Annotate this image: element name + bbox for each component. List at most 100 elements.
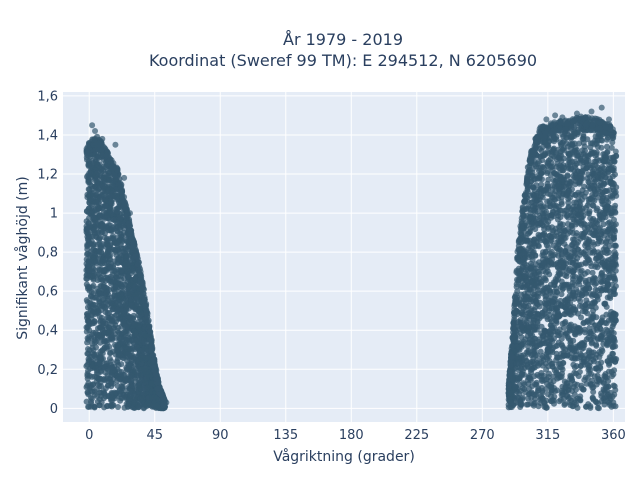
data-point	[573, 386, 579, 393]
data-point	[100, 388, 107, 395]
data-point	[120, 318, 127, 325]
data-point	[121, 198, 128, 205]
data-point	[86, 285, 93, 291]
data-point	[89, 373, 96, 380]
data-point	[123, 306, 130, 313]
data-point	[598, 144, 605, 151]
data-point	[101, 284, 108, 291]
data-points	[83, 104, 620, 412]
data-point	[99, 260, 105, 267]
data-point	[91, 214, 98, 221]
data-point	[588, 263, 595, 270]
data-point	[136, 379, 143, 386]
data-point	[132, 368, 139, 375]
data-point	[93, 386, 100, 393]
data-point	[604, 143, 610, 150]
data-point	[539, 252, 546, 259]
data-point	[573, 241, 580, 248]
data-point	[592, 354, 599, 361]
data-point	[83, 398, 90, 405]
data-point	[115, 404, 121, 410]
data-point	[123, 336, 130, 343]
data-point	[91, 353, 98, 359]
data-point	[108, 199, 115, 205]
data-point	[549, 363, 556, 370]
data-point	[122, 349, 129, 356]
data-point	[92, 171, 99, 178]
data-point	[522, 283, 529, 290]
data-point	[136, 338, 143, 345]
data-point	[590, 389, 597, 395]
data-point	[568, 321, 574, 328]
data-point	[85, 358, 92, 365]
data-point	[108, 193, 115, 199]
data-point	[525, 230, 532, 237]
data-point	[84, 304, 91, 311]
data-point	[576, 191, 583, 198]
data-point	[85, 258, 92, 265]
data-point	[119, 193, 126, 200]
data-point	[102, 203, 109, 210]
data-point	[579, 147, 586, 154]
data-point	[544, 316, 551, 323]
data-point	[103, 345, 110, 352]
data-point	[119, 267, 125, 274]
data-point	[98, 169, 105, 176]
data-point	[604, 148, 611, 155]
data-point	[127, 230, 133, 237]
data-point	[137, 271, 144, 278]
data-point	[127, 378, 134, 385]
data-point	[122, 237, 129, 244]
data-point	[96, 146, 102, 153]
data-point	[111, 268, 118, 275]
data-point	[557, 270, 564, 277]
data-point	[102, 196, 109, 203]
data-point	[89, 233, 96, 240]
data-point	[148, 380, 155, 387]
data-point	[577, 397, 584, 404]
data-point	[560, 344, 567, 351]
data-point	[96, 359, 103, 366]
data-point	[517, 387, 524, 394]
data-point	[125, 273, 131, 280]
data-point	[92, 206, 99, 213]
data-point	[83, 328, 90, 335]
data-point	[151, 366, 158, 373]
data-point	[112, 247, 119, 254]
data-point	[112, 283, 119, 290]
data-point	[96, 402, 103, 409]
data-point	[142, 365, 149, 372]
data-point	[602, 300, 609, 307]
data-point	[139, 279, 146, 286]
data-point	[613, 356, 620, 363]
data-point	[103, 403, 110, 409]
data-point	[512, 293, 519, 300]
data-point	[103, 360, 109, 367]
data-point	[130, 239, 137, 246]
data-point	[109, 317, 116, 324]
data-point	[134, 261, 141, 268]
data-point	[87, 181, 94, 188]
data-point	[90, 381, 97, 388]
data-point	[127, 388, 134, 394]
data-point	[97, 193, 104, 200]
data-point	[605, 332, 612, 339]
data-point	[114, 167, 121, 174]
data-point	[603, 238, 610, 245]
data-point	[554, 216, 561, 223]
data-point	[110, 367, 117, 374]
data-point	[610, 382, 617, 389]
data-point	[116, 376, 123, 382]
data-point	[148, 343, 155, 350]
data-point	[128, 296, 135, 303]
data-point	[117, 335, 124, 342]
data-point	[87, 293, 94, 299]
data-point	[91, 177, 98, 183]
data-point	[127, 290, 134, 297]
data-point	[124, 278, 131, 285]
data-point	[94, 393, 101, 400]
data-point	[115, 324, 122, 331]
data-point	[90, 160, 97, 166]
data-point	[96, 249, 103, 256]
data-point	[84, 389, 91, 396]
